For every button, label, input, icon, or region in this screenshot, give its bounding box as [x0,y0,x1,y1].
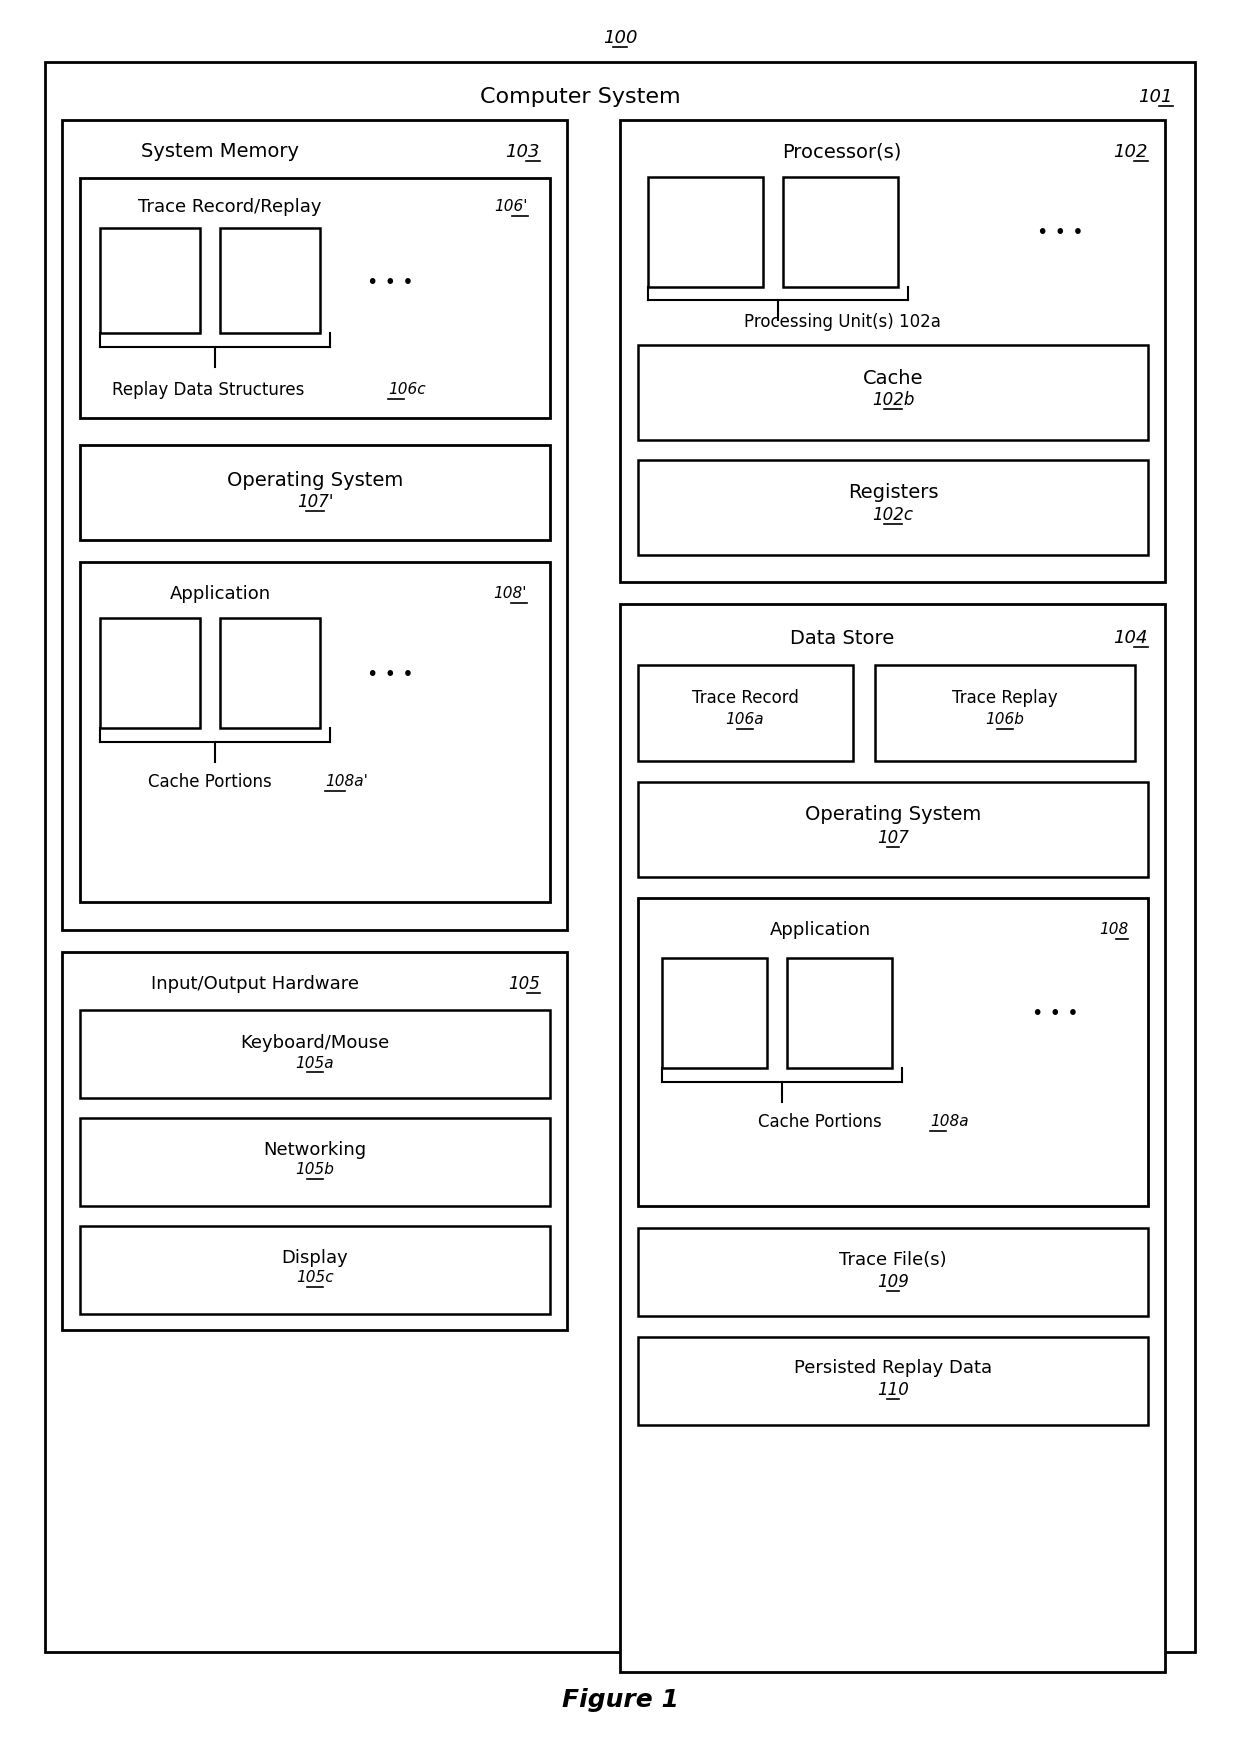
Bar [81,562,551,902]
Text: Trace File(s): Trace File(s) [839,1250,947,1270]
Text: 102b: 102b [872,391,914,410]
Text: Registers: Registers [848,483,939,502]
Text: 110: 110 [877,1381,909,1399]
Text: 105: 105 [508,975,539,992]
Text: • • •: • • • [1037,223,1084,241]
Bar [639,1338,1148,1425]
Text: • • •: • • • [367,274,413,293]
Bar [639,460,1148,555]
Text: Keyboard/Mouse: Keyboard/Mouse [241,1034,389,1052]
Text: 104: 104 [1114,630,1148,647]
Text: Computer System: Computer System [480,87,681,106]
Text: Cache: Cache [863,368,924,387]
Bar [219,228,320,333]
Bar [81,1010,551,1099]
Text: Trace Replay: Trace Replay [952,689,1058,706]
Text: 103: 103 [506,143,539,160]
Text: Input/Output Hardware: Input/Output Hardware [151,975,360,992]
Bar [620,120,1166,582]
Text: Networking: Networking [263,1141,367,1160]
Bar [639,898,1148,1207]
Text: 106': 106' [495,199,528,215]
Bar [100,228,200,333]
Text: Data Store: Data Store [790,628,894,647]
Bar [100,617,200,727]
Bar [620,603,1166,1672]
Bar [219,617,320,727]
Text: Processing Unit(s) 102a: Processing Unit(s) 102a [744,312,940,331]
Text: Application: Application [770,921,870,938]
Text: 107': 107' [296,494,334,511]
Bar [639,345,1148,439]
Text: 108a': 108a' [325,774,368,790]
Bar [639,1228,1148,1317]
Bar [875,664,1135,760]
Text: • • •: • • • [367,666,413,684]
Text: 108a: 108a [930,1114,968,1130]
Text: Trace Record/Replay: Trace Record/Replay [138,199,321,216]
Text: 105b: 105b [295,1163,335,1177]
Text: Trace Record: Trace Record [692,689,799,706]
Text: System Memory: System Memory [141,143,299,162]
Text: Cache Portions: Cache Portions [758,1113,882,1132]
Text: Replay Data Structures: Replay Data Structures [112,380,304,399]
Text: 105c: 105c [296,1270,334,1285]
Text: Application: Application [170,584,270,603]
Text: Display: Display [281,1249,348,1266]
Bar [81,445,551,541]
Text: 102: 102 [1114,143,1148,160]
Bar [639,664,853,760]
Text: 106b: 106b [986,713,1024,727]
Bar [649,176,763,288]
Text: 108': 108' [494,586,527,602]
Text: Cache Portions: Cache Portions [148,773,272,792]
Text: 106a: 106a [725,713,764,727]
Bar [662,957,768,1067]
Text: 101: 101 [1138,87,1173,106]
Text: • • •: • • • [1032,1003,1079,1022]
Text: Operating System: Operating System [805,806,981,825]
Text: Processor(s): Processor(s) [782,143,901,162]
Bar [62,120,567,930]
Bar [81,1118,551,1207]
Bar [639,781,1148,877]
Bar [787,957,892,1067]
Text: 107: 107 [877,828,909,848]
Bar [81,178,551,419]
Text: 105a: 105a [295,1055,335,1071]
Text: Figure 1: Figure 1 [562,1688,678,1713]
Text: 109: 109 [877,1273,909,1291]
Text: 108: 108 [1099,923,1128,938]
Text: 102c: 102c [873,506,914,523]
Bar [81,1226,551,1313]
Text: 100: 100 [603,30,637,47]
Text: Operating System: Operating System [227,471,403,490]
Bar [782,176,898,288]
Text: 106c: 106c [388,382,425,398]
Text: Persisted Replay Data: Persisted Replay Data [794,1359,992,1378]
Bar [62,952,567,1331]
